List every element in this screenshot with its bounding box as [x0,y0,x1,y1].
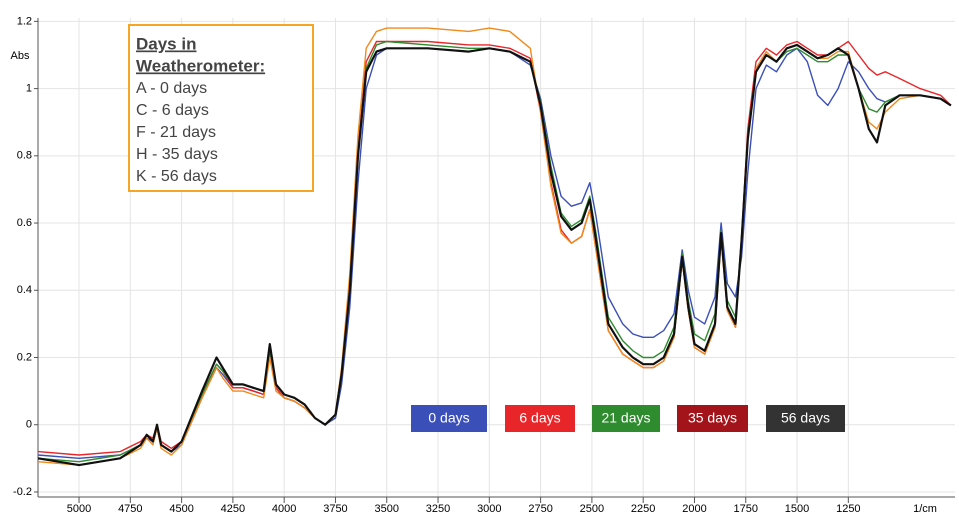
y-tick-label: 0 [26,419,32,431]
x-tick-label: 5000 [67,503,91,515]
x-tick-label: 1500 [785,503,809,515]
series-label-bg [766,405,845,432]
x-tick-label: 1750 [734,503,758,515]
x-tick-label: 2500 [580,503,604,515]
legend-label: 35 days [688,410,737,426]
y-tick-label: 1 [26,82,32,94]
y-axis-label: Abs [11,50,30,62]
y-tick-label: 0.6 [17,217,32,229]
x-tick-label: 4500 [169,503,193,515]
x-tick-label: 4250 [221,503,245,515]
legend-entry: K - 56 days [136,168,217,185]
x-tick-label: 3500 [375,503,399,515]
x-tick-label: 4000 [272,503,296,515]
series-label-bg [411,405,487,432]
spectrum-line [37,43,952,467]
series-label-bg [505,405,575,432]
legend-entry: A - 0 days [136,80,207,97]
legend-entry: C - 6 days [136,102,209,119]
x-axis-label: 1/cm [913,503,937,515]
legend-label: 56 days [781,410,830,426]
y-tick-label: 0.8 [17,150,32,162]
y-tick-label: 1.2 [17,15,32,27]
legend-box [128,24,314,192]
x-tick-label: 3250 [426,503,450,515]
legend-label: 6 days [519,410,560,426]
legend-entry: H - 35 days [136,146,218,163]
legend-label: 0 days [428,410,469,426]
series-label-bg [677,405,748,432]
x-tick-label: 2250 [631,503,655,515]
legend-label: 21 days [601,410,650,426]
spectrum-line [37,40,952,456]
x-tick-label: 3000 [477,503,501,515]
legend-title: Days in [136,34,196,53]
x-tick-label: 2750 [528,503,552,515]
y-tick-label: -0.2 [13,486,32,498]
y-tick-label: 0.2 [17,351,32,363]
y-tick-label: 0.4 [17,284,32,296]
x-tick-label: 4750 [118,503,142,515]
x-tick-label: 1250 [836,503,860,515]
x-tick-label: 2000 [682,503,706,515]
series-label-bg [592,405,660,432]
legend-title: Weatherometer: [136,56,265,75]
x-tick-label: 3750 [323,503,347,515]
legend-entry: F - 21 days [136,124,216,141]
